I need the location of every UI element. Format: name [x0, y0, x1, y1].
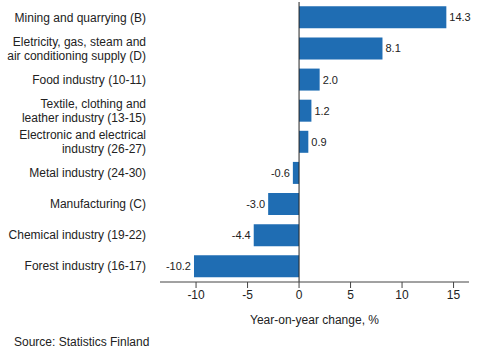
svg-text:-10: -10	[187, 288, 205, 302]
svg-text:8.1: 8.1	[385, 42, 400, 54]
svg-text:0.9: 0.9	[311, 136, 326, 148]
svg-text:Forest industry (16-17): Forest industry (16-17)	[25, 259, 146, 273]
svg-text:14.3: 14.3	[449, 11, 470, 23]
svg-text:Year-on-year change, %: Year-on-year change, %	[250, 313, 379, 327]
svg-text:5: 5	[347, 288, 354, 302]
svg-text:Metal industry (24-30): Metal industry (24-30)	[29, 166, 146, 180]
svg-text:Electronic and electricalindus: Electronic and electricalindustry (26-27…	[19, 128, 146, 156]
svg-text:1.2: 1.2	[314, 105, 329, 117]
svg-text:15: 15	[447, 288, 461, 302]
svg-text:Eletricity, gas, steam andair: Eletricity, gas, steam andair conditioni…	[8, 35, 146, 63]
svg-text:-3.0: -3.0	[246, 198, 265, 210]
svg-text:Textile, clothing andleather i: Textile, clothing andleather industry (1…	[22, 97, 146, 125]
svg-text:Chemical industry (19-22): Chemical industry (19-22)	[9, 228, 146, 242]
svg-text:10: 10	[395, 288, 409, 302]
svg-text:Mining and quarrying (B): Mining and quarrying (B)	[15, 11, 146, 25]
svg-text:-0.6: -0.6	[271, 167, 290, 179]
svg-text:-4.4: -4.4	[232, 229, 251, 241]
html-text:Source: Statistics Finland: Source: Statistics Finland	[14, 335, 150, 349]
svg-text:Manufacturing (C): Manufacturing (C)	[50, 197, 146, 211]
svg-text:Food industry (10-11): Food industry (10-11)	[32, 73, 146, 87]
svg-text:0: 0	[296, 288, 303, 302]
svg-text:-5: -5	[242, 288, 253, 302]
svg-text:2.0: 2.0	[323, 74, 338, 86]
svg-text:-10.2: -10.2	[166, 260, 191, 272]
